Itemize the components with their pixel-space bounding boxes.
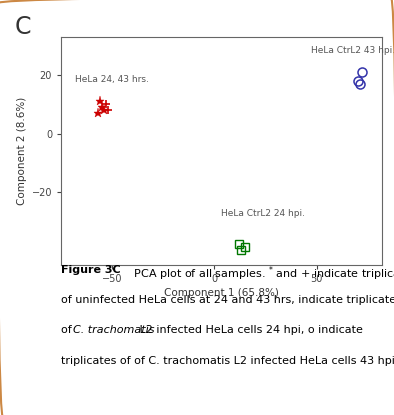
Text: of: of [61,325,75,335]
Text: L2 infected HeLa cells 24 hpi, o indicate: L2 infected HeLa cells 24 hpi, o indicat… [136,325,363,335]
Text: HeLa 24, 43 hrs.: HeLa 24, 43 hrs. [75,75,149,84]
X-axis label: Component 1 (65.8%): Component 1 (65.8%) [164,288,279,298]
Y-axis label: Component 2 (8.6%): Component 2 (8.6%) [17,97,27,205]
Text: HeLa CtrL2 43 hpi.: HeLa CtrL2 43 hpi. [310,46,394,55]
Text: PCA plot of all samples. $^\mathdefault{*}$ and + indicate triplicates: PCA plot of all samples. $^\mathdefault{… [130,265,394,283]
Text: Figure 3C: Figure 3C [61,265,121,275]
Text: HeLa CtrL2 24 hpi.: HeLa CtrL2 24 hpi. [221,209,305,218]
Text: C: C [15,15,31,39]
Text: triplicates of of C. trachomatis L2 infected HeLa cells 43 hpi.: triplicates of of C. trachomatis L2 infe… [61,356,394,366]
Text: of uninfected HeLa cells at 24 and 43 hrs, indicate triplicates: of uninfected HeLa cells at 24 and 43 hr… [61,295,394,305]
Text: C. trachomatis: C. trachomatis [73,325,155,335]
